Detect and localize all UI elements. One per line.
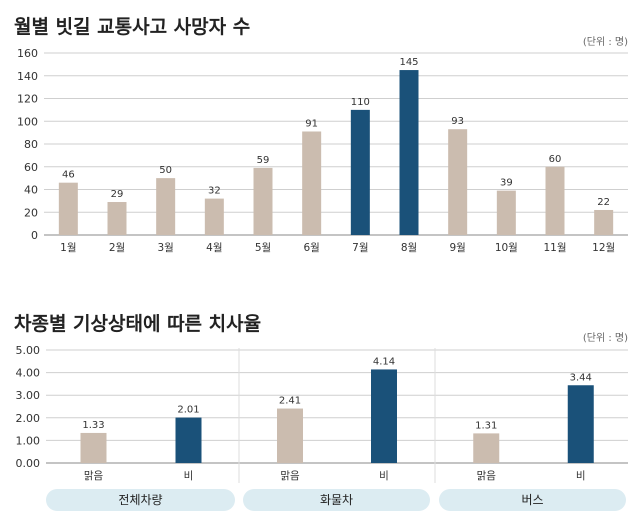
- chart2-unit: (단위 : 명): [583, 331, 628, 344]
- data-label: 29: [111, 189, 124, 200]
- bar: [399, 70, 419, 235]
- data-label: 39: [500, 178, 513, 189]
- data-label: 59: [257, 155, 270, 166]
- bar: [58, 182, 78, 235]
- data-label: 1.33: [82, 420, 104, 431]
- x-tick-label: 12월: [592, 242, 615, 254]
- x-tick-label: 10월: [495, 242, 518, 254]
- bar: [80, 432, 107, 463]
- bar: [448, 129, 468, 235]
- bar: [302, 131, 322, 235]
- y-tick-label: 20: [24, 206, 38, 219]
- data-label: 145: [399, 57, 418, 68]
- y-tick-label: 3.00: [16, 389, 41, 402]
- bar: [371, 369, 397, 463]
- bar: [204, 198, 224, 235]
- x-tick-label: 11월: [543, 242, 566, 254]
- bar: [107, 202, 127, 235]
- data-label: 50: [159, 165, 172, 176]
- bar: [175, 417, 202, 463]
- y-tick-label: 60: [24, 161, 38, 174]
- data-label: 32: [208, 186, 221, 197]
- x-tick-label: 8월: [401, 242, 417, 254]
- x-tick-label: 맑음: [84, 470, 104, 482]
- data-label: 60: [549, 154, 562, 165]
- bar: [594, 209, 614, 235]
- data-label: 2.41: [279, 396, 301, 407]
- y-tick-label: 80: [24, 138, 38, 151]
- bar: [496, 190, 516, 235]
- x-tick-label: 맑음: [477, 470, 497, 482]
- x-tick-label: 5월: [255, 242, 271, 254]
- y-tick-label: 40: [24, 184, 38, 197]
- x-tick-label: 비: [379, 470, 389, 482]
- data-label: 4.14: [373, 356, 395, 367]
- x-tick-label: 2월: [109, 242, 125, 254]
- panel-label-trucks: 화물차: [243, 489, 430, 511]
- panel-label-all-vehicles: 전체차량: [46, 489, 235, 511]
- bar: [277, 408, 303, 463]
- chart1-title: 월별 빗길 교통사고 사망자 수: [14, 16, 250, 38]
- bar: [473, 433, 500, 463]
- y-tick-label: 0: [31, 229, 38, 242]
- bar: [350, 109, 370, 235]
- panel-label-bus: 버스: [439, 489, 626, 511]
- bar: [156, 178, 176, 235]
- data-label: 91: [305, 118, 318, 129]
- y-tick-label: 120: [17, 93, 38, 106]
- x-tick-label: 비: [184, 470, 194, 482]
- x-tick-label: 6월: [303, 242, 319, 254]
- x-tick-label: 7월: [352, 242, 368, 254]
- data-label: 3.44: [570, 372, 592, 383]
- data-label: 46: [62, 170, 75, 181]
- y-tick-label: 1.00: [16, 434, 41, 447]
- chart1-unit: (단위 : 명): [583, 35, 628, 48]
- bar: [253, 167, 273, 235]
- y-tick-label: 100: [17, 115, 38, 128]
- y-tick-label: 4.00: [16, 367, 41, 380]
- data-label: 2.01: [177, 405, 199, 416]
- data-label: 93: [451, 116, 464, 127]
- x-tick-label: 3월: [157, 242, 173, 254]
- y-tick-label: 0.00: [16, 457, 41, 470]
- x-tick-label: 비: [576, 470, 586, 482]
- data-label: 1.31: [475, 420, 497, 431]
- bar: [545, 166, 565, 235]
- y-tick-label: 2.00: [16, 412, 41, 425]
- x-tick-label: 4월: [206, 242, 222, 254]
- x-tick-label: 맑음: [280, 470, 300, 482]
- y-tick-label: 5.00: [16, 344, 41, 357]
- x-tick-label: 9월: [449, 242, 465, 254]
- data-label: 22: [597, 197, 610, 208]
- data-label: 110: [351, 97, 370, 108]
- x-tick-label: 1월: [60, 242, 76, 254]
- y-tick-label: 140: [17, 70, 38, 83]
- chart2-title: 차종별 기상상태에 따른 치사율: [14, 313, 261, 335]
- bar: [567, 385, 594, 463]
- y-tick-label: 160: [17, 47, 38, 60]
